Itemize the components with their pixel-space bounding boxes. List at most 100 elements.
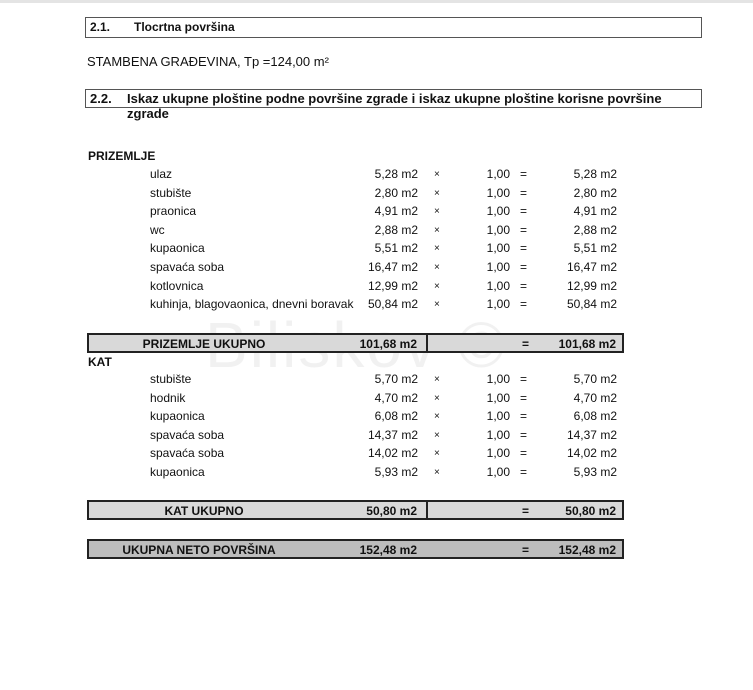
coefficient: 1,00 — [486, 297, 510, 312]
room-name: kotlovnica — [150, 278, 204, 293]
room-area: 4,70 m2 — [374, 390, 418, 405]
room-result: 14,37 m2 — [566, 427, 617, 442]
equals-sign: = — [520, 390, 528, 405]
room-area: 5,51 m2 — [374, 241, 418, 256]
equals-sign: = — [520, 260, 528, 274]
section-number: 2.1. — [90, 20, 111, 34]
times-sign: × — [434, 262, 440, 273]
times-sign: × — [434, 169, 440, 180]
room-name: kupaonica — [150, 409, 205, 424]
room-area: 4,91 m2 — [374, 204, 418, 219]
times-sign: × — [434, 187, 440, 199]
total-result: 50,80 m2 — [565, 504, 616, 518]
coefficient: 1,00 — [486, 241, 510, 256]
group-label-prizemlje: PRIZEMLJE — [88, 149, 156, 163]
equals-sign: = — [520, 278, 528, 293]
group-label-kat: KAT — [88, 355, 112, 369]
room-name: kupaonica — [150, 465, 205, 479]
room-result: 5,28 m2 — [573, 167, 617, 181]
equals-sign: = — [520, 372, 528, 386]
room-result: 2,80 m2 — [573, 185, 617, 200]
times-sign: × — [434, 429, 440, 441]
room-name: praonica — [150, 204, 197, 219]
room-result: 2,88 m2 — [573, 222, 617, 237]
section-2-2-header: 2.2. Iskaz ukupne ploštine podne površin… — [85, 89, 702, 121]
coefficient: 1,00 — [486, 204, 510, 219]
total-area: 101,68 m2 — [359, 337, 417, 351]
equals-sign: = — [520, 185, 528, 200]
table-row: kupaonica 6,08 m2 × 1,00 = 6,08 m2 — [0, 409, 753, 427]
room-result: 14,02 m2 — [566, 446, 617, 461]
equals-sign: = — [522, 504, 530, 518]
room-name: spavaća soba — [150, 260, 225, 274]
building-area: STAMBENA GRAĐEVINA, Tp =124,00 m² — [87, 54, 329, 69]
room-name: ulaz — [150, 167, 173, 181]
equals-sign: = — [520, 167, 528, 181]
room-name: hodnik — [150, 390, 186, 405]
room-area: 2,88 m2 — [374, 222, 418, 237]
coefficient: 1,00 — [486, 465, 510, 479]
room-name: stubište — [150, 185, 192, 200]
total-label: UKUPNA NETO POVRŠINA — [122, 543, 276, 557]
table-row: kotlovnica 12,99 m2 × 1,00 = 12,99 m2 — [0, 279, 753, 297]
coefficient: 1,00 — [486, 260, 510, 274]
room-area: 5,70 m2 — [374, 372, 418, 386]
total-area: 152,48 m2 — [359, 543, 417, 557]
equals-sign: = — [520, 427, 528, 442]
equals-sign: = — [522, 543, 530, 557]
room-area: 5,93 m2 — [374, 465, 418, 479]
prizemlje-total-row: PRIZEMLJE UKUPNO 101,68 m2 = 101,68 m2 — [87, 333, 624, 353]
times-sign: × — [434, 448, 440, 460]
times-sign: × — [434, 224, 440, 236]
table-row: kupaonica 5,93 m2 × 1,00 = 5,93 m2 — [0, 465, 753, 483]
room-result: 4,70 m2 — [573, 390, 617, 405]
equals-sign: = — [520, 204, 528, 219]
coefficient: 1,00 — [486, 372, 510, 386]
total-result: 152,48 m2 — [558, 543, 616, 557]
section-2-1-header: 2.1. Tlocrtna površina — [85, 17, 702, 38]
coefficient: 1,00 — [486, 278, 510, 293]
equals-sign: = — [520, 409, 528, 424]
section-number: 2.2. — [90, 91, 112, 106]
divider — [426, 333, 428, 353]
room-area: 5,28 m2 — [374, 167, 418, 181]
kat-total-row: KAT UKUPNO 50,80 m2 = 50,80 m2 — [87, 500, 624, 520]
room-area: 14,02 m2 — [367, 446, 418, 461]
times-sign: × — [434, 392, 440, 404]
room-name: spavaća soba — [150, 446, 225, 461]
room-result: 5,70 m2 — [573, 372, 617, 386]
divider — [426, 500, 428, 520]
equals-sign: = — [522, 337, 530, 351]
table-row: hodnik 4,70 m2 × 1,00 = 4,70 m2 — [0, 391, 753, 409]
times-sign: × — [434, 280, 440, 292]
room-result: 5,51 m2 — [573, 241, 617, 256]
room-area: 12,99 m2 — [367, 278, 418, 293]
section-title: Iskaz ukupne ploštine podne površine zgr… — [127, 91, 662, 121]
room-result: 6,08 m2 — [573, 409, 617, 424]
table-row: wc 2,88 m2 × 1,00 = 2,88 m2 — [0, 223, 753, 241]
table-row: praonica 4,91 m2 × 1,00 = 4,91 m2 — [0, 204, 753, 222]
table-row: stubište 2,80 m2 × 1,00 = 2,80 m2 — [0, 186, 753, 204]
room-result: 4,91 m2 — [573, 204, 617, 219]
times-sign: × — [434, 299, 440, 311]
room-area: 14,37 m2 — [367, 427, 418, 442]
grand-total-row: UKUPNA NETO POVRŠINA 152,48 m2 = 152,48 … — [87, 539, 624, 559]
table-row: spavaća soba 16,47 m2 × 1,00 = 16,47 m2 — [0, 260, 753, 278]
times-sign: × — [434, 467, 440, 478]
room-name: kupaonica — [150, 241, 205, 256]
coefficient: 1,00 — [486, 185, 510, 200]
coefficient: 1,00 — [486, 222, 510, 237]
times-sign: × — [434, 374, 440, 385]
room-area: 2,80 m2 — [374, 185, 418, 200]
room-name: spavaća soba — [150, 427, 225, 442]
room-name: kuhinja, blagovaonica, dnevni boravak — [150, 297, 354, 312]
coefficient: 1,00 — [486, 390, 510, 405]
table-row: spavaća soba 14,02 m2 × 1,00 = 14,02 m2 — [0, 446, 753, 464]
room-name: stubište — [150, 372, 192, 386]
total-result: 101,68 m2 — [558, 337, 616, 351]
equals-sign: = — [520, 465, 528, 479]
room-result: 12,99 m2 — [566, 278, 617, 293]
total-label: PRIZEMLJE UKUPNO — [142, 337, 266, 351]
room-name: wc — [150, 222, 165, 237]
equals-sign: = — [520, 297, 528, 312]
